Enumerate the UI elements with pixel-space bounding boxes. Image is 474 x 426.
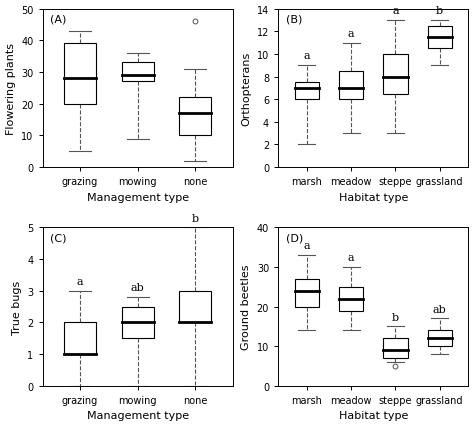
Text: ab: ab — [131, 282, 145, 293]
Text: a: a — [348, 29, 355, 39]
Y-axis label: True bugs: True bugs — [12, 280, 22, 334]
Text: ab: ab — [433, 304, 447, 314]
Text: a: a — [303, 51, 310, 61]
Bar — [428, 331, 452, 346]
Bar — [64, 44, 96, 104]
Text: b: b — [192, 213, 199, 223]
Bar — [295, 279, 319, 307]
Bar — [122, 63, 154, 82]
Bar — [64, 322, 96, 354]
X-axis label: Management type: Management type — [87, 411, 189, 420]
Text: (C): (C) — [50, 233, 67, 242]
Bar — [428, 26, 452, 49]
Y-axis label: Ground beetles: Ground beetles — [241, 264, 251, 349]
X-axis label: Management type: Management type — [87, 192, 189, 202]
Y-axis label: Flowering plants: Flowering plants — [6, 43, 16, 135]
X-axis label: Habitat type: Habitat type — [338, 192, 408, 202]
Bar — [383, 339, 408, 358]
Bar — [339, 72, 364, 100]
Bar — [383, 55, 408, 94]
Bar — [295, 83, 319, 100]
Text: (A): (A) — [50, 14, 66, 24]
Y-axis label: Orthopterans: Orthopterans — [241, 52, 251, 126]
Text: (D): (D) — [286, 233, 303, 242]
Text: (B): (B) — [286, 14, 302, 24]
Text: a: a — [348, 253, 355, 262]
Text: b: b — [392, 312, 399, 322]
Bar — [180, 291, 211, 322]
Bar — [339, 287, 364, 311]
X-axis label: Habitat type: Habitat type — [338, 411, 408, 420]
Text: a: a — [303, 241, 310, 250]
Text: a: a — [77, 276, 83, 286]
Bar — [180, 98, 211, 136]
Bar — [122, 307, 154, 339]
Text: a: a — [392, 6, 399, 16]
Text: b: b — [436, 6, 443, 16]
